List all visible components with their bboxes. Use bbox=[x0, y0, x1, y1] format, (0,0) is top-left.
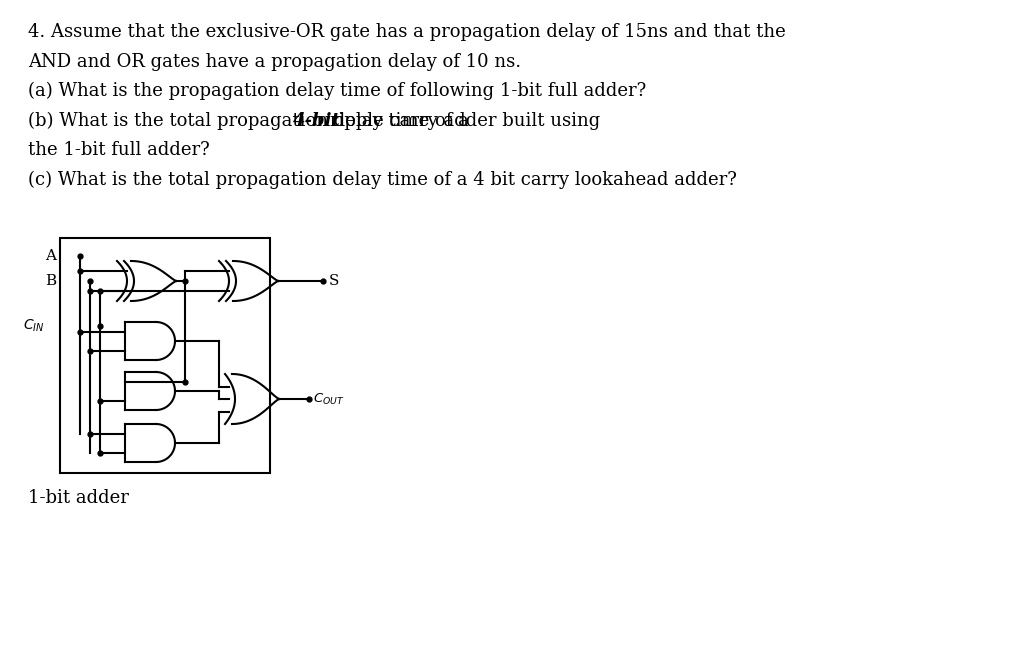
Text: B: B bbox=[45, 274, 56, 288]
Text: A: A bbox=[45, 249, 56, 263]
Text: 1-bit adder: 1-bit adder bbox=[28, 489, 129, 507]
Text: 4-bit: 4-bit bbox=[293, 112, 341, 130]
Text: (a) What is the propagation delay time of following 1-bit full adder?: (a) What is the propagation delay time o… bbox=[28, 82, 646, 100]
Text: the 1-bit full adder?: the 1-bit full adder? bbox=[28, 141, 210, 159]
Text: (b) What is the total propagation delay time of a: (b) What is the total propagation delay … bbox=[28, 112, 475, 130]
Text: S: S bbox=[329, 274, 339, 288]
Text: 4. Assume that the exclusive-OR gate has a propagation delay of 15ns and that th: 4. Assume that the exclusive-OR gate has… bbox=[28, 23, 785, 41]
Bar bbox=[60, 238, 270, 473]
Text: (c) What is the total propagation delay time of a 4 bit carry lookahead adder?: (c) What is the total propagation delay … bbox=[28, 171, 737, 189]
Text: $C_{OUT}$: $C_{OUT}$ bbox=[313, 391, 345, 407]
Text: $C_{IN}$: $C_{IN}$ bbox=[24, 318, 45, 334]
Text: AND and OR gates have a propagation delay of 10 ns.: AND and OR gates have a propagation dela… bbox=[28, 52, 521, 71]
Text: ripple carry adder built using: ripple carry adder built using bbox=[324, 112, 600, 130]
